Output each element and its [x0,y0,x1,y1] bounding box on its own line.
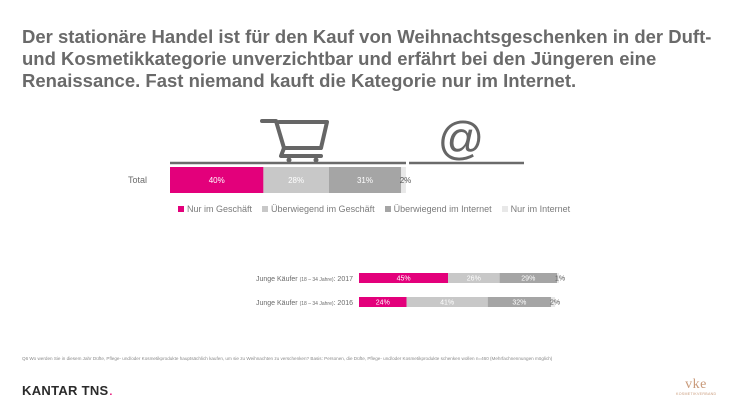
bar-nur-im-internet [557,273,559,283]
legend-item-ueberwiegend-im-geschaeft: Überwiegend im Geschäft [262,204,375,214]
data-label-ueberwiegend-im-internet: 31% [357,176,373,185]
shopping-cart-icon [260,119,329,163]
vke-wordmark: vke [685,377,707,392]
legend-label: Nur im Internet [510,204,571,214]
data-label-nur-im-geschaeft: 40% [209,176,225,185]
legend-swatch [384,206,391,212]
bar-ueberwiegend-im-geschaeft [406,297,488,307]
bar-ueberwiegend-im-geschaeft [448,273,500,283]
category-label-total: Total [128,175,147,185]
at-sign-icon: @ [438,112,485,164]
bar-ueberwiegend-im-internet [487,297,552,307]
vke-logo: vke KOSMETIKVERBAND [676,377,717,397]
brand-mark: . [109,387,113,398]
bar-nur-im-geschaeft [170,167,264,193]
data-label-nur-im-internet: 1% [555,276,565,283]
bar-ueberwiegend-im-geschaeft [263,167,329,193]
data-label-ueberwiegend-im-geschaeft: 41% [440,300,454,307]
page-title: Der stationäre Handel ist für den Kauf v… [22,26,712,91]
bar-ueberwiegend-im-internet [499,273,557,283]
bar-nur-im-geschaeft [359,297,407,307]
legend-item-nur-im-geschaeft: Nur im Geschäft [178,204,252,214]
legend-label: Nur im Geschäft [187,204,253,214]
data-label-ueberwiegend-im-geschaeft: 28% [288,176,304,185]
category-label-2017: Junge Käufer (18 – 34 Jahre): 2017 [256,276,353,283]
brand-name: KANTAR TNS [22,383,109,398]
legend-item-nur-im-internet: Nur im Internet [501,204,571,214]
legend-swatch [501,206,508,212]
bar-nur-im-internet [401,167,406,193]
bar-ueberwiegend-im-internet [328,167,402,193]
footnote: Q6 Wo werden Sie in diesem Jahr Düfte, P… [22,356,553,361]
vke-subline: KOSMETIKVERBAND [676,392,717,396]
data-label-ueberwiegend-im-internet: 32% [512,300,526,307]
legend-label: Überwiegend im Internet [393,204,492,214]
data-label-nur-im-internet: 2% [550,300,560,307]
legend-label: Überwiegend im Geschäft [271,204,375,214]
data-label-ueberwiegend-im-geschaeft: 26% [467,276,481,283]
data-label-nur-im-internet: 2% [400,176,412,185]
bar-nur-im-internet [551,297,556,307]
category-label-2016: Junge Käufer (18 – 34 Jahre): 2016 [256,300,353,307]
bar-group: 40% 28% 31% 2% 45% 26% 29% 1% 24% 41% 32% 2% [170,167,565,307]
data-label-nur-im-geschaeft: 24% [376,300,390,307]
kantar-tns-logo: KANTAR TNS. [22,383,113,398]
legend-swatch [178,206,184,212]
data-label-nur-im-geschaeft: 45% [397,276,411,283]
legend-swatch [262,206,269,212]
legend-item-ueberwiegend-im-internet: Überwiegend im Internet [384,204,492,214]
bar-nur-im-geschaeft [359,273,449,283]
chart-legend: Nur im Geschäft Überwiegend im Geschäft … [178,204,570,214]
data-label-ueberwiegend-im-internet: 29% [521,276,535,283]
